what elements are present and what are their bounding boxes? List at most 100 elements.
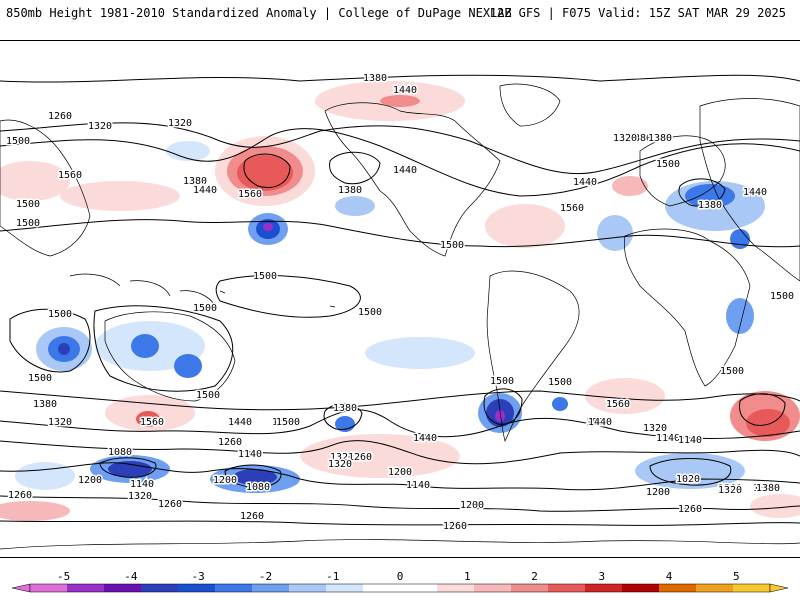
contour-label: 1320	[718, 485, 742, 496]
colorbar-swatch	[585, 584, 622, 592]
contour-line	[0, 440, 800, 465]
contour-label: 1260	[48, 111, 72, 122]
anomaly-blob	[746, 409, 790, 437]
contour-label: 1380	[338, 185, 362, 196]
contour-label: 1380	[183, 176, 207, 187]
contour-label: 1560	[58, 170, 82, 181]
contour-label: 1440	[393, 85, 417, 96]
contour-label: 1500	[656, 159, 680, 170]
colorbar-swatch	[289, 584, 326, 592]
coastline-east-asia	[0, 119, 91, 257]
contour-label: 1320	[88, 121, 112, 132]
coastline-antarctica	[0, 539, 800, 550]
colorbar-swatch	[141, 584, 178, 592]
anomaly-blob	[380, 95, 420, 107]
anomaly-blob	[58, 343, 70, 355]
colorbar-swatch	[67, 584, 104, 592]
anomaly-blob	[0, 501, 70, 521]
anomaly-blob	[612, 176, 648, 196]
contour-label: 1500	[720, 366, 744, 377]
contour-label: 1500	[272, 417, 296, 428]
contour-line	[739, 393, 786, 426]
colorbar-tick-label: 2	[531, 570, 538, 583]
contour-label: 1320	[328, 459, 352, 470]
anomaly-blob	[335, 196, 375, 216]
contour-line	[323, 403, 363, 430]
contour-label: 1500	[16, 218, 40, 229]
colorbar-swatch	[400, 584, 437, 592]
contour-line	[649, 458, 732, 486]
contour-line	[0, 409, 800, 439]
contour-label: 1140	[678, 435, 702, 446]
contour-line	[99, 457, 157, 478]
contour-line	[215, 275, 361, 318]
contour-line	[329, 151, 381, 185]
colorbar-tick-label: -1	[326, 570, 340, 583]
contour-label: 1200	[78, 475, 102, 486]
contour-label: 1380	[33, 399, 57, 410]
anomaly-blob	[131, 334, 159, 358]
anomaly-blob	[237, 155, 293, 191]
contour-label: 1320	[613, 133, 637, 144]
contour-label: 1140	[238, 449, 262, 460]
contour-line	[0, 128, 800, 197]
coastline-pacific-islands	[219, 275, 336, 308]
anomaly-blob	[597, 215, 633, 251]
colorbar-swatches	[11, 583, 789, 593]
anomaly-blob	[485, 204, 565, 248]
contour-label: 1200	[460, 500, 484, 511]
contour-label: 1380	[628, 133, 652, 144]
contour-label: 1080	[246, 482, 270, 493]
contour-label: 1500	[548, 377, 572, 388]
anomaly-blob	[15, 462, 75, 490]
anomaly-blob	[136, 411, 160, 427]
contour-label: 1560	[560, 203, 584, 214]
contour-label: 1200	[646, 487, 670, 498]
contour-label: 1260	[218, 437, 242, 448]
colorbar-arrow-right	[769, 583, 789, 593]
contour-label: 1380	[333, 403, 357, 414]
contour-label: 1020	[676, 474, 700, 485]
contour-label: 1380	[648, 133, 672, 144]
contour-label: 1320	[330, 452, 354, 463]
contour-label: 1500	[586, 417, 610, 428]
contour-line	[678, 178, 726, 207]
contour-line	[243, 153, 291, 188]
anomaly-blob	[726, 298, 754, 334]
contour-line	[0, 122, 800, 175]
contour-label: 1320	[643, 423, 667, 434]
contour-label: 1380	[698, 200, 722, 211]
contour-label: 1500	[770, 291, 794, 302]
contour-label: 1500	[276, 417, 300, 428]
colorbar-swatch	[326, 584, 363, 592]
map-title: 850mb Height 1981-2010 Standardized Anom…	[6, 6, 512, 20]
contour-label: 1440	[393, 165, 417, 176]
colorbar-swatch	[659, 584, 696, 592]
anomaly-blob	[174, 354, 202, 378]
anomaly-blob	[495, 410, 505, 422]
contour-label: 1260	[443, 521, 467, 532]
anomaly-blob	[730, 229, 750, 249]
anomaly-blob	[233, 469, 277, 485]
contour-label: 1080	[108, 447, 132, 458]
anomaly-map: 1380 1440 1260 1320 1320 1500 1560 1380 1440 1500…	[0, 40, 800, 558]
colorbar-swatch	[104, 584, 141, 592]
contour-label: 1500	[193, 303, 217, 314]
anomaly-blob	[552, 397, 568, 411]
colorbar-tick-label: 5	[733, 570, 740, 583]
colorbar-svg	[11, 583, 789, 593]
contour-label: 1560	[606, 399, 630, 410]
colorbar-swatch	[252, 584, 289, 592]
anomaly-blob	[585, 378, 665, 414]
contour-line	[0, 219, 800, 248]
model-run-info: 12Z GFS | F075 Valid: 15Z SAT MAR 29 202…	[489, 6, 786, 20]
anomaly-blob	[685, 184, 735, 208]
anomaly-blob	[166, 141, 210, 161]
map-header: 850mb Height 1981-2010 Standardized Anom…	[0, 0, 800, 40]
colorbar-tick-label: -3	[191, 570, 205, 583]
contour-label: 1380	[363, 73, 387, 84]
contour-label: 1500	[490, 376, 514, 387]
anomaly-shading	[0, 81, 800, 521]
colorbar-tick-label: -2	[258, 570, 273, 583]
contour-label: 1260	[678, 504, 702, 515]
